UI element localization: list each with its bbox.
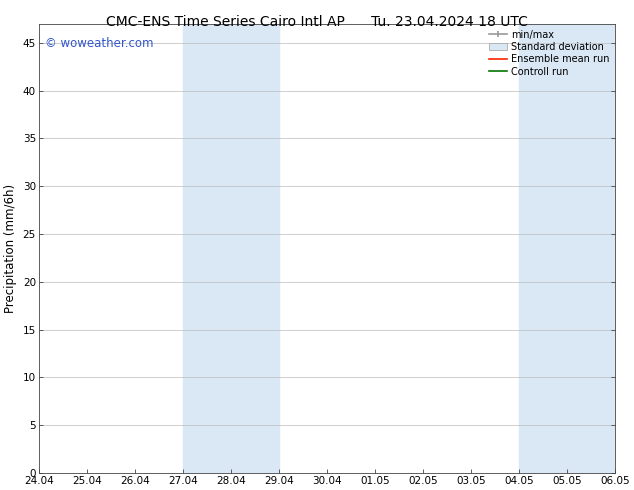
Y-axis label: Precipitation (mm/6h): Precipitation (mm/6h)	[4, 184, 17, 313]
Bar	[519, 24, 615, 473]
Bar	[183, 24, 279, 473]
Text: © woweather.com: © woweather.com	[44, 37, 153, 50]
Text: CMC-ENS Time Series Cairo Intl AP      Tu. 23.04.2024 18 UTC: CMC-ENS Time Series Cairo Intl AP Tu. 23…	[106, 15, 528, 29]
Legend: min/max, Standard deviation, Ensemble mean run, Controll run: min/max, Standard deviation, Ensemble me…	[486, 25, 613, 81]
